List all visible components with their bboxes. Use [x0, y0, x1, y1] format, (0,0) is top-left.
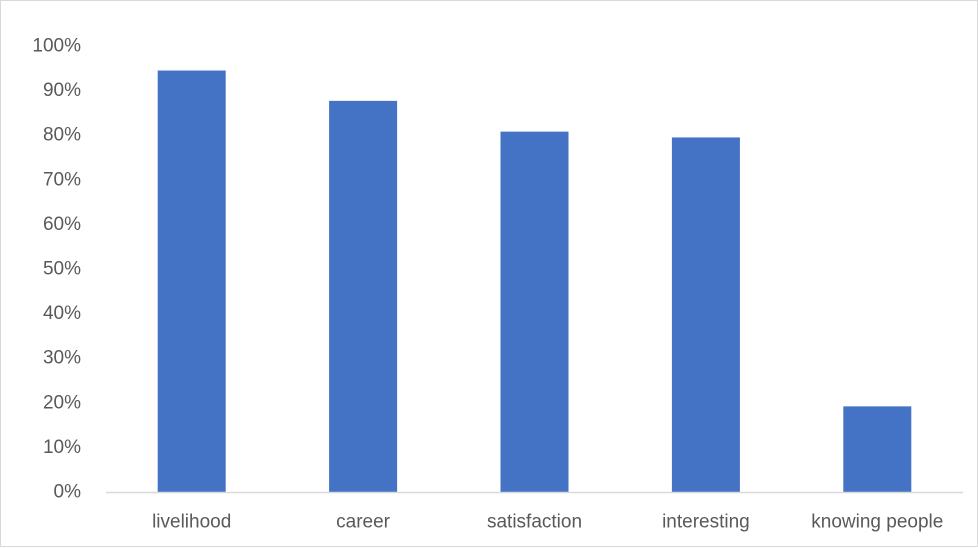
x-tick-label: livelihood — [152, 512, 231, 533]
y-axis-tick-labels: 0% 10% 20% 30% 40% 50% 60% 70% 80% 90% 100% — [32, 36, 81, 503]
bar-satisfaction — [500, 131, 569, 492]
y-tick-label: 10% — [43, 437, 81, 458]
y-tick-label: 90% — [43, 80, 81, 101]
x-tick-label: satisfaction — [487, 512, 582, 533]
y-tick-label: 60% — [43, 214, 81, 235]
x-tick-label: career — [336, 512, 391, 533]
bar-livelihood — [157, 70, 226, 492]
y-tick-label: 20% — [43, 392, 81, 413]
y-tick-label: 0% — [54, 482, 82, 503]
x-axis-tick-labels: livelihood career satisfaction interesting k… — [152, 512, 943, 533]
bars — [157, 70, 912, 492]
y-tick-label: 80% — [43, 125, 81, 146]
y-tick-label: 30% — [43, 348, 81, 369]
bar-knowing-people — [843, 406, 912, 492]
y-tick-label: 50% — [43, 259, 81, 280]
bar-interesting — [671, 137, 740, 492]
y-tick-label: 100% — [32, 36, 81, 57]
x-tick-label: knowing people — [811, 512, 943, 533]
bar-career — [329, 100, 398, 492]
x-tick-label: interesting — [662, 512, 750, 533]
y-tick-label: 40% — [43, 303, 81, 324]
y-tick-label: 70% — [43, 169, 81, 190]
